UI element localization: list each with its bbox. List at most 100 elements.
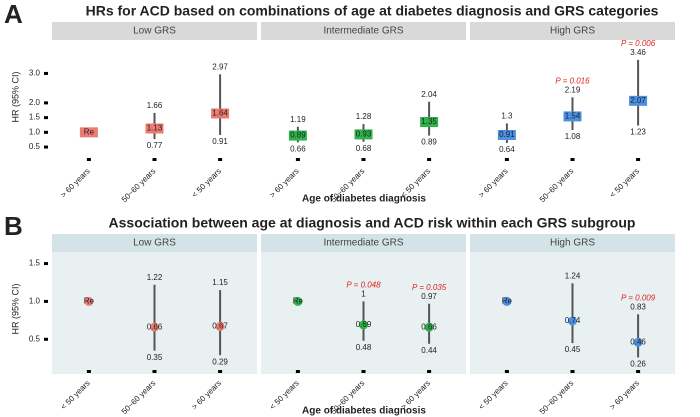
y-tick: [44, 71, 48, 75]
upper-label: 1.19: [290, 115, 306, 124]
chart-title: Association between age at diagnosis and…: [109, 215, 636, 231]
hr-marker: [568, 316, 577, 326]
hr-marker: [288, 130, 307, 141]
facet-strip: [261, 234, 466, 252]
x-tick: [152, 370, 157, 373]
lower-label: 1.08: [565, 132, 581, 141]
x-tick: [570, 370, 575, 373]
x-tick-label: 50~60 years: [120, 167, 158, 205]
x-tick: [427, 158, 432, 161]
facet-title: Intermediate GRS: [323, 26, 403, 37]
x-tick: [570, 158, 575, 161]
upper-label: 1: [361, 290, 366, 299]
reference-label: Re: [502, 297, 513, 306]
hr-marker: [497, 129, 516, 140]
x-tick-label: < 50 years: [608, 167, 641, 200]
x-tick: [295, 158, 300, 161]
x-tick-label: < 50 years: [477, 379, 510, 412]
value-label: 0.66: [421, 322, 437, 331]
lower-label: 0.26: [630, 360, 646, 369]
p-value: P = 0.048: [346, 281, 381, 290]
hr-marker: [633, 337, 643, 347]
hr-marker: [629, 95, 648, 106]
upper-label: 2.97: [212, 62, 228, 71]
value-label: 1.35: [421, 117, 437, 126]
x-tick-label: > 60 years: [477, 167, 510, 200]
hr-marker: [420, 117, 439, 128]
value-label: 1.13: [147, 124, 163, 133]
facet-panel: [52, 40, 257, 162]
upper-label: 1.3: [501, 112, 513, 121]
lower-label: 0.66: [290, 144, 306, 153]
lower-label: 0.91: [212, 137, 228, 146]
y-axis-label: HR (95% CI): [10, 71, 20, 122]
lower-label: 0.35: [147, 353, 163, 362]
value-label: 0.91: [499, 130, 515, 139]
reference-label: Re: [293, 297, 304, 306]
x-tick: [361, 158, 366, 161]
upper-label: 1.28: [356, 112, 372, 121]
x-tick-label: > 60 years: [608, 379, 641, 412]
hr-marker: [502, 296, 512, 306]
lower-label: 0.45: [565, 345, 581, 354]
upper-label: 2.04: [421, 90, 437, 99]
facet-title: Low GRS: [133, 238, 176, 249]
reference-label: Re: [84, 127, 95, 136]
facet-strip: [52, 234, 257, 252]
value-label: 0.74: [565, 316, 581, 325]
y-tick-label: 1.0: [29, 297, 41, 306]
x-tick: [86, 158, 91, 161]
hr-marker: [563, 111, 582, 122]
lower-label: 0.29: [212, 357, 228, 366]
hr-marker: [211, 108, 230, 119]
x-tick-label: 50~60 years: [120, 379, 158, 417]
y-tick-label: 0.5: [29, 142, 41, 151]
y-tick-label: 0.5: [29, 334, 41, 343]
x-tick: [636, 158, 641, 161]
y-tick-label: 1.5: [29, 259, 41, 268]
upper-label: 2.19: [565, 85, 581, 94]
y-tick-label: 1.0: [29, 127, 41, 136]
value-label: 1.54: [565, 112, 581, 121]
facet-title: Low GRS: [133, 26, 176, 37]
y-tick: [44, 145, 48, 149]
upper-label: 1.66: [147, 101, 163, 110]
facet-strip: [470, 22, 675, 40]
value-label: 2.07: [630, 96, 646, 105]
x-tick: [504, 158, 509, 161]
lower-label: 0.68: [356, 144, 372, 153]
y-tick-label: 3.0: [29, 69, 41, 78]
y-tick-label: 1.5: [29, 113, 41, 122]
x-tick: [361, 370, 366, 373]
lower-label: 0.48: [356, 343, 372, 352]
panel-letter: A: [4, 0, 23, 29]
panel-letter: B: [4, 211, 23, 241]
value-label: 0.67: [212, 322, 228, 331]
hr-marker: [359, 320, 368, 330]
value-label: 1.64: [212, 109, 228, 118]
upper-label: 1.15: [212, 278, 228, 287]
y-tick: [44, 299, 48, 303]
hr-marker: [293, 296, 303, 306]
hr-marker: [145, 123, 164, 134]
facet-strip: [470, 234, 675, 252]
x-tick-label: 50~60 years: [538, 167, 576, 205]
p-value: P = 0.016: [555, 76, 590, 85]
upper-label: 0.83: [630, 302, 646, 311]
value-label: 0.69: [356, 320, 372, 329]
facet-title: High GRS: [550, 238, 595, 249]
upper-label: 1.24: [565, 271, 581, 280]
lower-label: 0.77: [147, 141, 163, 150]
lower-label: 0.89: [421, 138, 437, 147]
x-tick: [504, 370, 509, 373]
x-axis-label: Age of diabetes diagnosis: [302, 406, 426, 417]
y-tick: [44, 130, 48, 134]
x-tick-label: 50~60 years: [538, 379, 576, 417]
upper-label: 0.97: [421, 292, 437, 301]
upper-label: 3.46: [630, 48, 646, 57]
facet-title: Intermediate GRS: [323, 238, 403, 249]
y-tick-label: 2.0: [29, 98, 41, 107]
p-value: P = 0.006: [621, 39, 656, 48]
y-axis-label: HR (95% CI): [10, 283, 20, 334]
